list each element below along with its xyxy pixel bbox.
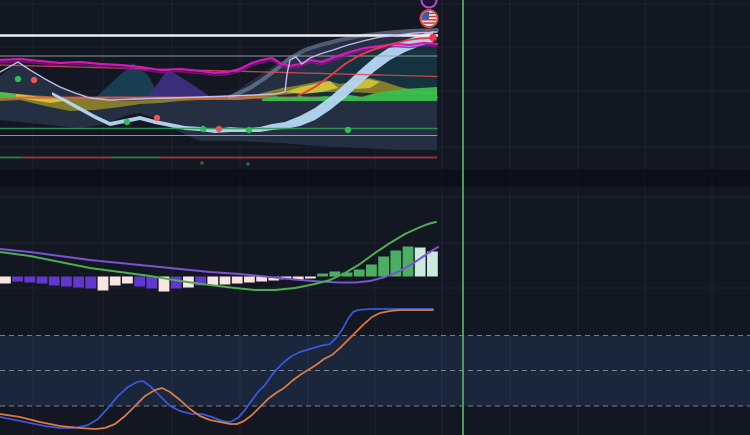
pane-separator[interactable] [0, 169, 750, 187]
price-pane[interactable] [0, 28, 439, 166]
event-marker-icons[interactable] [419, 0, 439, 28]
stochastic-band-fill [0, 335, 750, 407]
stochastic-pane[interactable] [0, 308, 434, 430]
momentum-pane[interactable] [0, 221, 439, 292]
